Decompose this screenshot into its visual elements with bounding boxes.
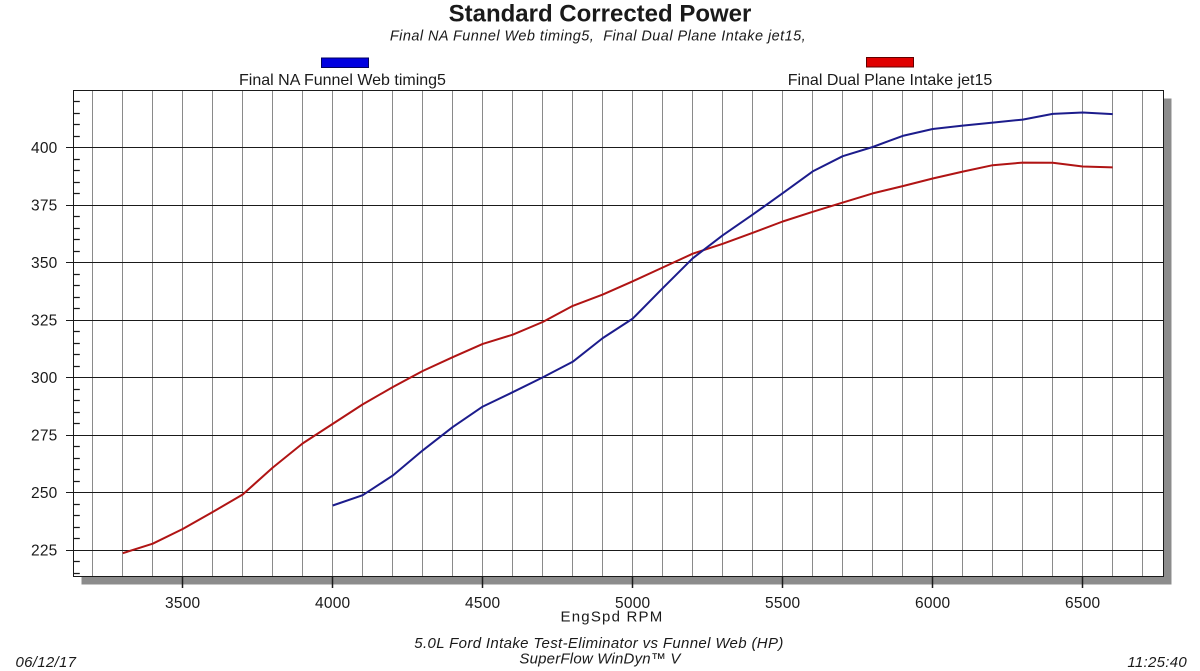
svg-text:6000: 6000 [915, 595, 950, 612]
svg-text:SuperFlow WinDyn™ V: SuperFlow WinDyn™ V [519, 651, 682, 668]
svg-text:5.0L Ford Intake Test-Eliminat: 5.0L Ford Intake Test-Eliminator vs Funn… [414, 635, 783, 652]
svg-text:5000: 5000 [615, 595, 650, 612]
svg-text:11:25:40: 11:25:40 [1127, 654, 1187, 671]
svg-text:250: 250 [31, 485, 58, 502]
svg-text:5500: 5500 [765, 595, 800, 612]
svg-text:Final NA Funnel Web timing5: Final NA Funnel Web timing5 [239, 72, 446, 89]
svg-text:Final Dual Plane Intake jet15: Final Dual Plane Intake jet15 [788, 72, 993, 89]
svg-text:06/12/17: 06/12/17 [16, 654, 77, 671]
svg-text:325: 325 [31, 312, 57, 329]
svg-text:6500: 6500 [1065, 595, 1100, 612]
svg-text:4000: 4000 [315, 595, 350, 612]
svg-text:375: 375 [31, 197, 57, 214]
svg-text:225: 225 [31, 542, 57, 559]
svg-text:Final NA Funnel Web timing5,: Final NA Funnel Web timing5, Final Dual … [390, 29, 806, 45]
svg-text:EngSpd RPM: EngSpd RPM [561, 609, 664, 626]
svg-text:4500: 4500 [465, 595, 500, 612]
svg-text:3500: 3500 [165, 595, 200, 612]
svg-text:350: 350 [31, 255, 58, 272]
svg-text:Standard Corrected Power: Standard Corrected Power [449, 1, 752, 28]
svg-text:400: 400 [31, 140, 58, 157]
svg-text:275: 275 [31, 427, 57, 444]
svg-text:300: 300 [31, 370, 58, 387]
